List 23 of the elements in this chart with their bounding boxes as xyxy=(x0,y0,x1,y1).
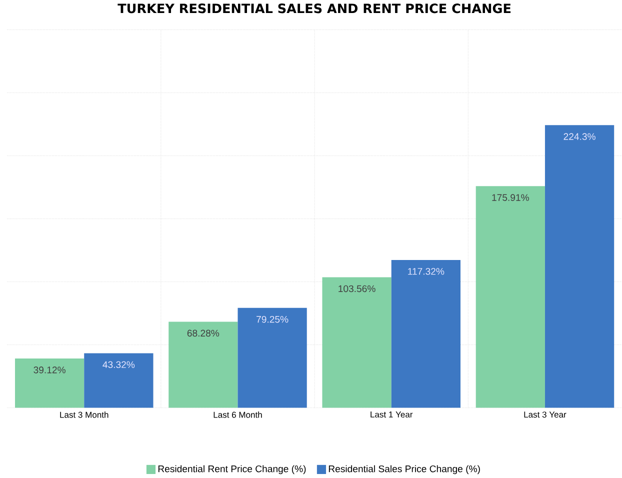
data-label: 39.12% xyxy=(34,366,66,374)
data-label: 103.56% xyxy=(338,285,376,292)
bar xyxy=(238,308,307,408)
data-label: 79.25% xyxy=(256,316,288,323)
chart-title: TURKEY RESIDENTIAL SALES AND RENT PRICE CHANGE xyxy=(118,4,511,14)
data-label: 224.3% xyxy=(564,133,596,140)
data-label: 68.28% xyxy=(187,330,220,337)
bar xyxy=(544,125,614,408)
bar xyxy=(322,277,392,408)
x-tick-label: Last 6 Month xyxy=(214,412,262,418)
bar xyxy=(15,358,84,408)
x-tick-label: Last 3 Month xyxy=(60,412,108,418)
bar xyxy=(168,322,238,408)
bar xyxy=(476,186,545,408)
bar xyxy=(84,353,154,408)
data-label: 175.91% xyxy=(492,194,529,201)
legend-label: Residential Rent Price Change (%) xyxy=(158,465,306,474)
x-tick-label: Last 1 Year xyxy=(370,412,413,418)
legend-label: Residential Sales Price Change (%) xyxy=(328,465,480,474)
data-label: 43.32% xyxy=(102,361,135,368)
bar xyxy=(391,260,460,408)
x-tick-label: Last 3 Year xyxy=(524,412,566,418)
data-label: 117.32% xyxy=(408,268,444,275)
